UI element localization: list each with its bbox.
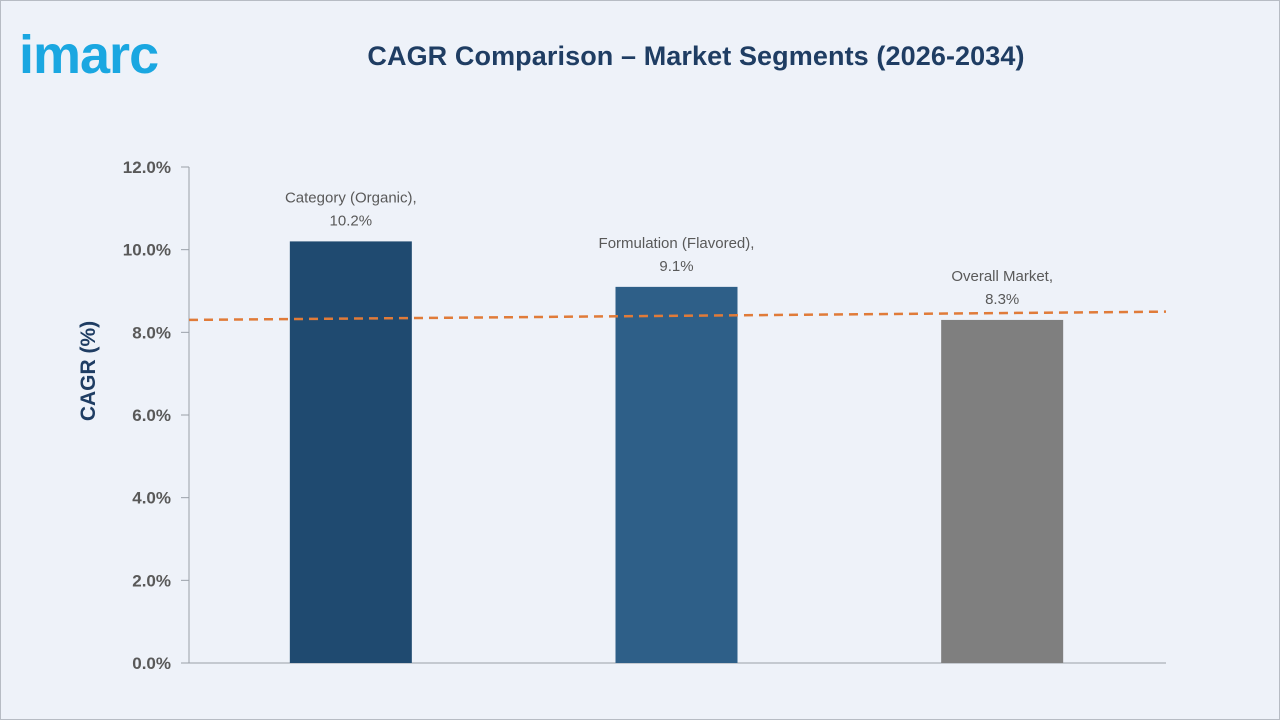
trendline — [188, 310, 1167, 322]
y-tick-label: 0.0% — [132, 654, 171, 673]
y-tick-label: 4.0% — [132, 489, 171, 508]
data-label-value: 8.3% — [985, 291, 1019, 308]
data-label-value: 10.2% — [330, 212, 373, 229]
y-tick-label: 12.0% — [123, 158, 171, 177]
y-tick-label: 2.0% — [132, 571, 171, 590]
bar-3 — [941, 319, 1064, 663]
imarc-logo: imarc — [19, 25, 159, 81]
chart-title: CAGR Comparison – Market Segments (2026-… — [367, 41, 1025, 71]
y-tick-label: 10.0% — [123, 241, 171, 260]
y-tick-label: 8.0% — [132, 323, 171, 342]
logo-wordmark: imarc — [19, 25, 158, 81]
y-tick-label: 6.0% — [132, 406, 171, 425]
bar-1 — [289, 241, 412, 663]
data-label-value: 9.1% — [659, 258, 693, 275]
data-label-category: Formulation (Flavored), — [599, 235, 755, 252]
data-label-category: Category (Organic), — [285, 189, 417, 206]
data-label-category: Overall Market, — [951, 268, 1053, 285]
bar-2 — [615, 286, 738, 663]
